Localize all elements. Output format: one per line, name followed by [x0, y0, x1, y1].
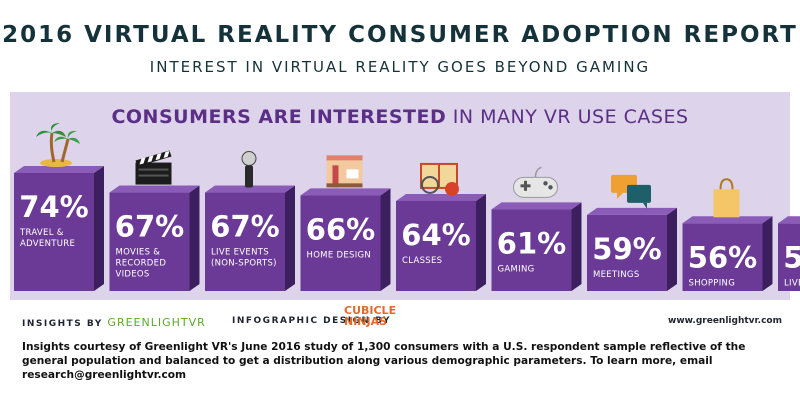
bar-category-label: MEETINGS [593, 270, 640, 280]
bar-top-face [300, 188, 391, 196]
shopping-bag-icon [713, 178, 740, 218]
bar-9: 56% LIVE SPORTS [778, 216, 800, 291]
bar-value-label: 67% [115, 210, 184, 244]
bar-2: 67% MOVIES & RECORDED VIDEOS [109, 150, 200, 291]
cubicle-ninjas-line2: NINJAS [344, 315, 388, 328]
bar-front-face [300, 195, 381, 291]
bar-value-label: 66% [306, 212, 375, 246]
palm-tree-icon [36, 123, 80, 167]
bar-top-face [778, 216, 800, 224]
bar-value-label: 64% [401, 218, 470, 252]
bar-front-face [778, 223, 800, 291]
microphone-icon [241, 151, 257, 188]
bar-top-face [491, 202, 582, 210]
website-link[interactable]: www.greenlightvr.com [668, 316, 782, 326]
bar-top-face [14, 166, 104, 173]
bar-front-face [682, 223, 763, 291]
insights-label: INSIGHTS BY [22, 319, 103, 329]
credits-row: INSIGHTS BY GREENLIGHTVR INFOGRAPHIC DES… [22, 305, 782, 333]
bar-front-face [14, 173, 94, 291]
bar-category-label: SHOPPING [689, 278, 736, 288]
bar-category-label: MOVIES & RECORDED VIDEOS [116, 248, 167, 280]
bar-4: 66% HOME DESIGN [300, 155, 391, 291]
bar-top-face [682, 216, 773, 224]
bar-side-face [189, 185, 200, 291]
bar-category-label: LIVE EVENTS (NON-SPORTS) [211, 248, 277, 269]
bar-category-label: LIVE SPORTS [784, 278, 800, 288]
books-icon [420, 162, 459, 196]
bar-side-face [667, 207, 677, 291]
design-credit-label: INFOGRAPHIC DESIGN BY [232, 316, 392, 326]
bar-top-face [205, 185, 295, 193]
bar-side-face [571, 202, 582, 291]
bar-category-label: HOME DESIGN [307, 250, 372, 260]
bar-category-label: TRAVEL & ADVENTURE [19, 228, 75, 249]
bar-8: 56% SHOPPING [682, 178, 773, 291]
game-controller-icon [513, 166, 558, 198]
bar-value-label: 59% [592, 232, 661, 266]
bar-value-label: 61% [497, 226, 566, 260]
bar-front-face [205, 192, 285, 291]
clapperboard-icon [135, 150, 172, 185]
bar-value-label: 56% [688, 240, 757, 274]
bar-top-face [109, 185, 200, 193]
bar-top-face [396, 193, 486, 201]
bar-category-label: GAMING [498, 264, 535, 274]
bar-value-label: 74% [19, 190, 88, 224]
band-heading: CONSUMERS ARE INTERESTED IN MANY VR USE … [10, 106, 790, 128]
bar-top-face [587, 207, 677, 215]
greenlight-logo: GREENLIGHTVR [107, 316, 206, 329]
bar-value-label: 56% [783, 240, 800, 274]
bar-3: 67% LIVE EVENTS (NON-SPORTS) [205, 151, 295, 291]
bar-side-face [380, 188, 391, 291]
insights-credit: INSIGHTS BY GREENLIGHTVR [22, 316, 206, 329]
bar-5: 64% CLASSES [396, 162, 486, 291]
bar-front-face [587, 214, 667, 291]
bar-side-face [94, 166, 104, 291]
cubicle-ninjas-logo: CUBICLE NINJAS [344, 305, 396, 327]
bar-side-face [762, 216, 773, 291]
house-icon [326, 155, 363, 188]
bar-front-face [109, 192, 190, 291]
bar-front-face [491, 209, 572, 291]
cubicle-ninjas-line1: CUBICLE [344, 304, 397, 317]
bar-6: 61% GAMING [491, 166, 582, 291]
bar-1: 74% TRAVEL & ADVENTURE [14, 123, 104, 291]
chat-bubbles-icon [611, 174, 651, 209]
bar-7: 59% MEETINGS [587, 174, 677, 291]
page-title: 2016 VIRTUAL REALITY CONSUMER ADOPTION R… [2, 22, 798, 48]
bar-side-face [476, 193, 486, 291]
band-heading-strong: CONSUMERS ARE INTERESTED [111, 106, 447, 128]
footnote: Insights courtesy of Greenlight VR's Jun… [22, 341, 746, 381]
bar-value-label: 67% [210, 210, 279, 244]
page-subtitle: INTEREST IN VIRTUAL REALITY GOES BEYOND … [149, 58, 651, 76]
bar-side-face [285, 185, 295, 291]
band-heading-rest: IN MANY VR USE CASES [452, 106, 689, 128]
bar-front-face [396, 200, 476, 291]
bar-category-label: CLASSES [402, 256, 442, 266]
